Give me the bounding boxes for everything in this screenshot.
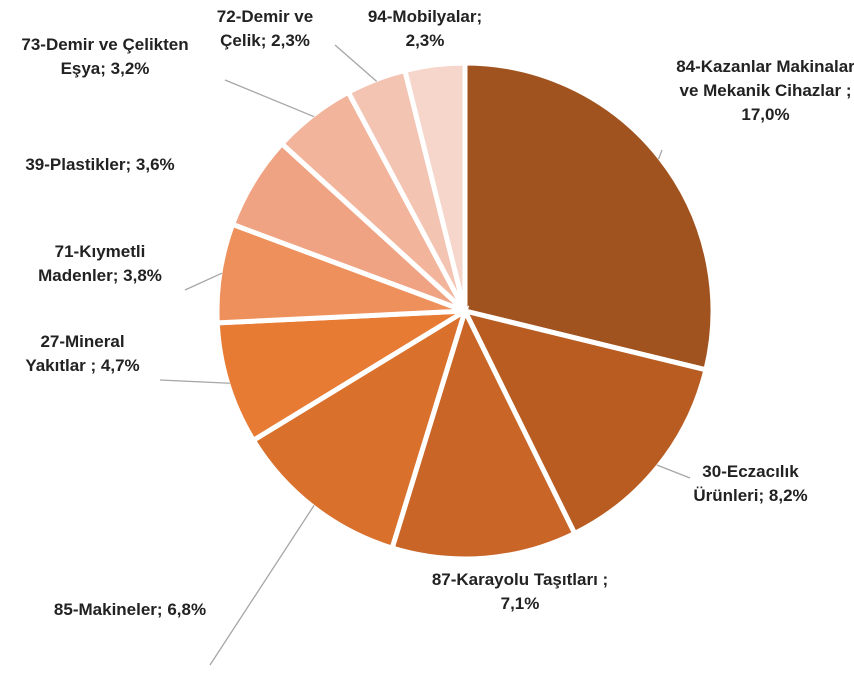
- category-label: 73-Demir ve Çelikten Eşya;: [21, 35, 189, 78]
- value-label: 3,2%: [110, 59, 150, 78]
- value-label: 4,7%: [100, 356, 140, 375]
- value-label: 8,2%: [768, 486, 808, 505]
- slice-label: 27-Mineral Yakıtlar ; 4,7%: [10, 330, 155, 378]
- leader-line: [656, 464, 691, 479]
- pie-slice: [401, 60, 468, 312]
- category-label: 72-Demir ve Çelik;: [216, 7, 314, 50]
- slice-label: 94-Mobilyalar; 2,3%: [360, 5, 490, 53]
- slice-label: 39-Plastikler; 3,6%: [25, 153, 175, 177]
- pie-slice: [389, 304, 578, 562]
- category-label: 85-Makineler;: [53, 600, 163, 619]
- leader-line: [334, 44, 378, 82]
- category-label: 39-Plastikler;: [25, 155, 132, 174]
- value-label: 7,1%: [500, 594, 540, 613]
- category-label: 27-Mineral Yakıtlar ;: [25, 332, 125, 375]
- slice-label: 30-Eczacılık Ürünleri; 8,2%: [683, 460, 818, 508]
- slice-label: 85-Makineler; 6,8%: [15, 598, 245, 622]
- category-label: 30-Eczacılık Ürünleri;: [693, 462, 799, 505]
- pie-slice: [214, 308, 467, 444]
- leader-line: [224, 79, 315, 118]
- slice-label: 72-Demir ve Çelik; 2,3%: [200, 5, 330, 53]
- category-label: 84-Kazanlar Makinalar ve Mekanik Cihazla…: [676, 57, 854, 100]
- slice-label: 71-Kıymetli Madenler; 3,8%: [15, 240, 185, 288]
- value-label: 3,8%: [123, 266, 162, 285]
- category-label: 71-Kıymetli Madenler;: [38, 242, 146, 285]
- leader-line: [209, 504, 315, 666]
- value-label: 17,0%: [741, 105, 790, 124]
- value-label: 2,3%: [271, 31, 310, 50]
- leader-line: [184, 272, 223, 291]
- value-label: 3,6%: [135, 155, 175, 174]
- category-label: 87-Karayolu Taşıtları ;: [431, 570, 609, 589]
- slice-label: 87-Karayolu Taşıtları ; 7,1%: [420, 568, 620, 616]
- pie-slice: [462, 60, 716, 373]
- slice-label: 84-Kazanlar Makinalar ve Mekanik Cihazla…: [668, 55, 854, 127]
- leader-line: [159, 379, 230, 384]
- leader-line: [657, 149, 663, 160]
- value-label: 6,8%: [167, 600, 207, 619]
- category-label: 94-Mobilyalar;: [367, 7, 483, 26]
- slice-label: 73-Demir ve Çelikten Eşya; 3,2%: [20, 33, 190, 81]
- value-label: 2,3%: [405, 31, 445, 50]
